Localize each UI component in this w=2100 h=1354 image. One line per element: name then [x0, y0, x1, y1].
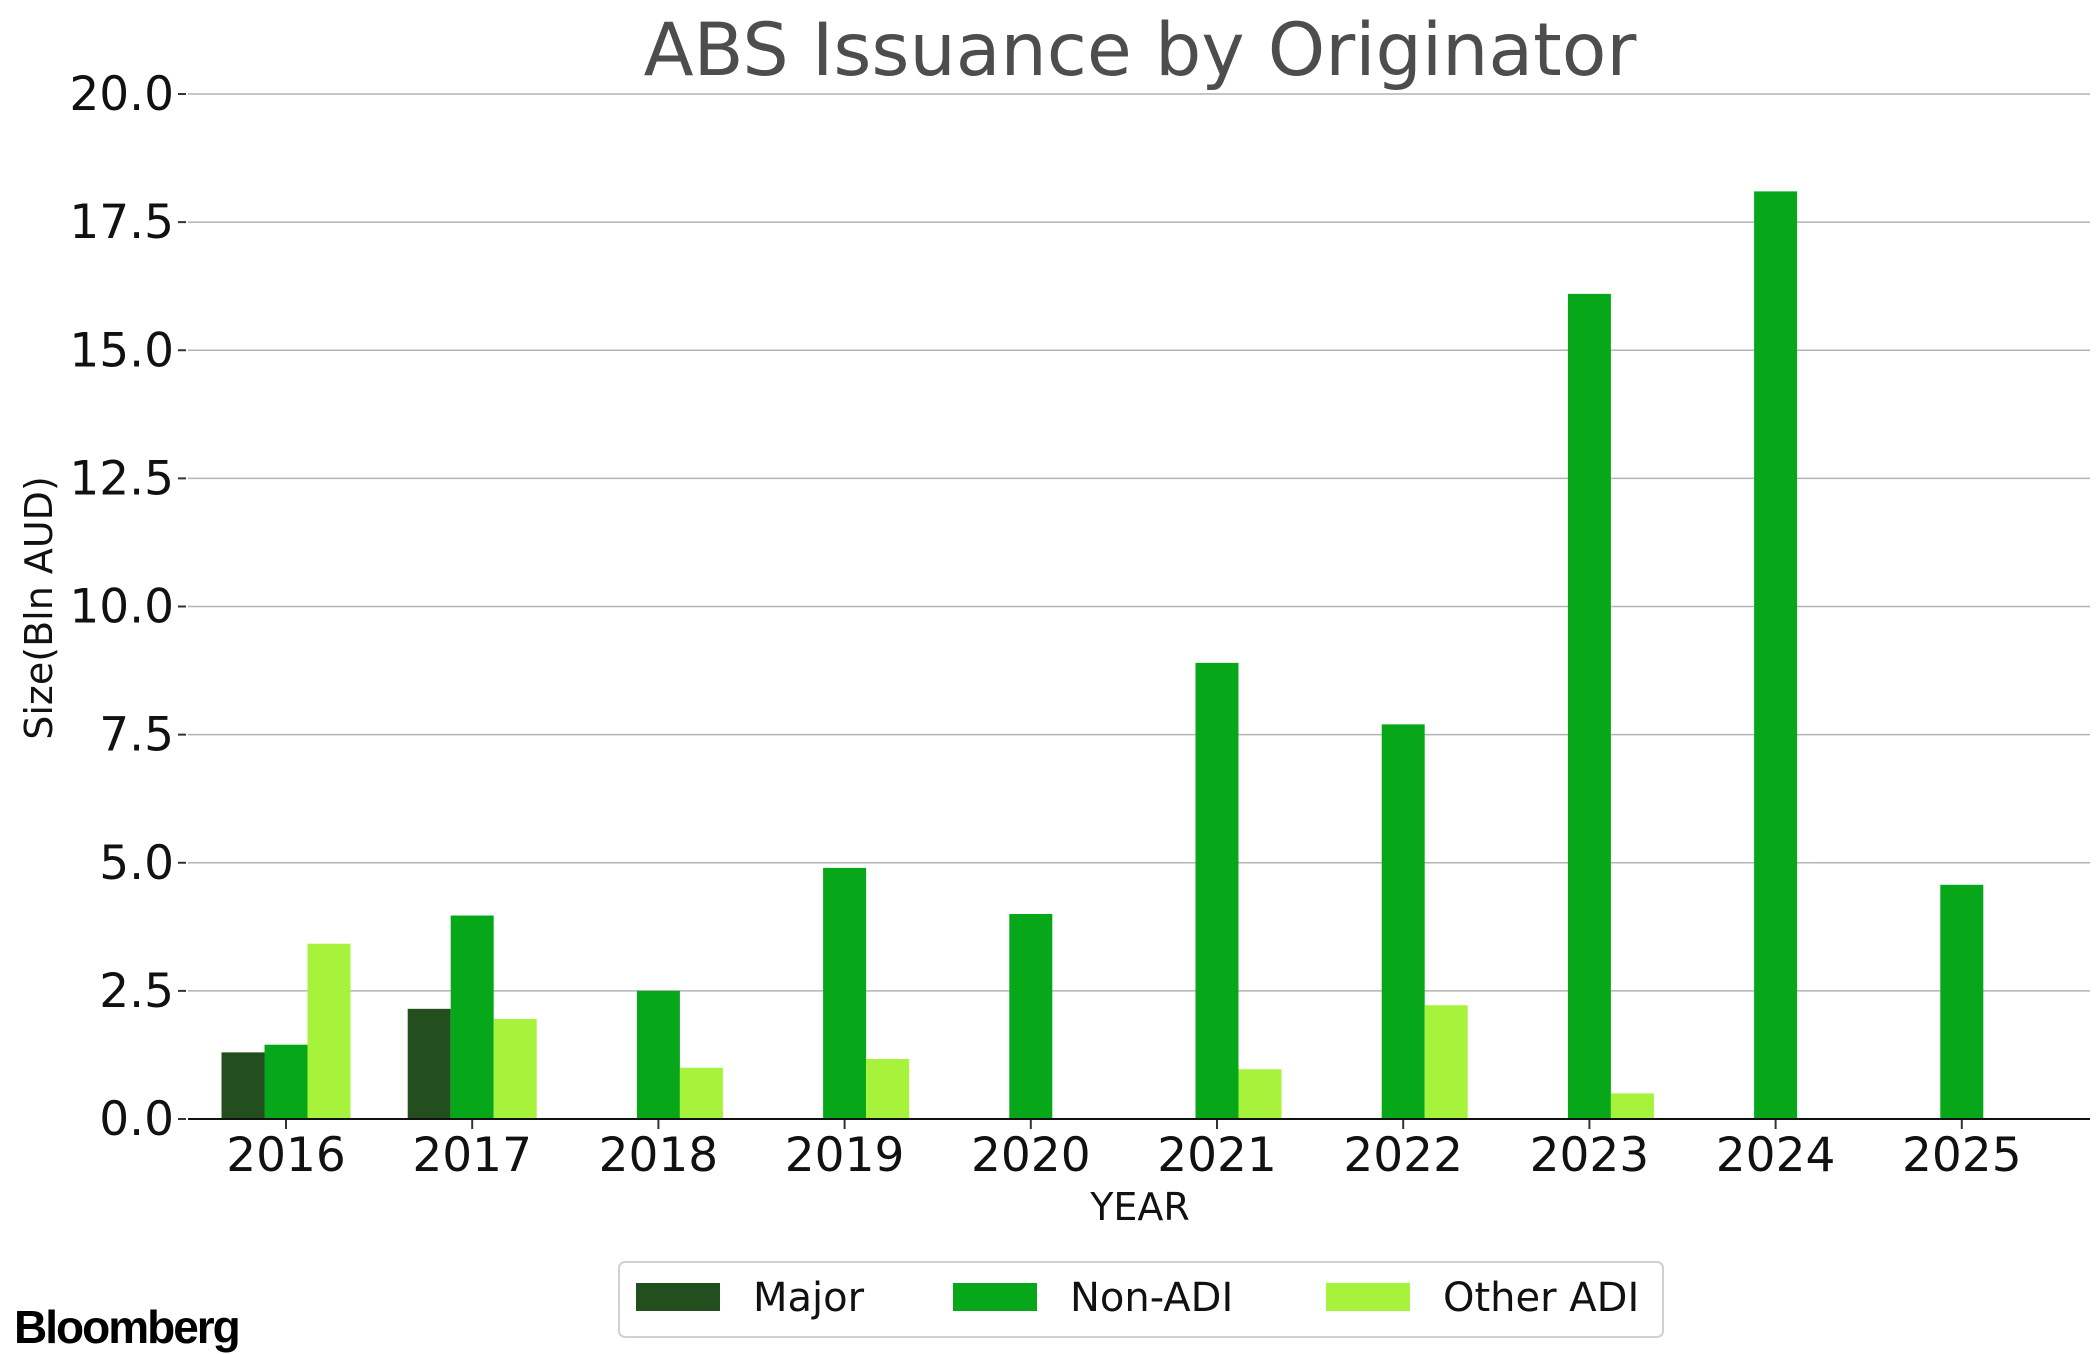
bloomberg-logo: Bloomberg — [14, 1301, 241, 1353]
legend-label: Non-ADI — [1070, 1275, 1233, 1321]
bar-other-adi-2016 — [307, 943, 351, 1119]
y-tick-label: 0.0 — [99, 1092, 174, 1147]
x-tick-label: 2021 — [1157, 1128, 1277, 1183]
x-tick-label: 2022 — [1343, 1128, 1463, 1183]
x-tick-label: 2024 — [1716, 1128, 1836, 1183]
bar-non-adi-2021 — [1195, 662, 1239, 1119]
bar-non-adi-2022 — [1381, 724, 1425, 1119]
legend-swatch — [1326, 1283, 1410, 1311]
bar-other-adi-2021 — [1238, 1069, 1282, 1119]
legend-frame — [618, 1261, 1664, 1338]
bar-non-adi-2018 — [636, 990, 680, 1119]
legend-swatch — [953, 1283, 1037, 1311]
y-tick-label: 20.0 — [69, 67, 174, 122]
x-tick-label: 2020 — [971, 1128, 1091, 1183]
y-axis-label: Size(Bln AUD) — [17, 476, 61, 740]
bar-non-adi-2023 — [1567, 293, 1611, 1119]
bar-non-adi-2020 — [1009, 914, 1053, 1119]
x-tick-label: 2017 — [412, 1128, 532, 1183]
bar-non-adi-2017 — [450, 915, 494, 1119]
bar-other-adi-2019 — [866, 1059, 910, 1119]
x-tick-label: 2023 — [1530, 1128, 1650, 1183]
legend-swatch — [636, 1283, 720, 1311]
gridlines — [188, 93, 2090, 992]
legend-label: Major — [753, 1275, 865, 1321]
x-tick-label: 2019 — [785, 1128, 905, 1183]
bar-non-adi-2024 — [1754, 191, 1798, 1119]
y-tick-label: 12.5 — [69, 451, 174, 506]
x-tick-label: 2018 — [599, 1128, 719, 1183]
x-axis-ticks: 2016 2017 2018 2019 2020 2021 2022 2023 2024 2025 — [226, 1119, 2022, 1183]
x-tick-label: 2025 — [1902, 1128, 2022, 1183]
y-tick-label: 2.5 — [99, 964, 174, 1019]
x-tick-label: 2016 — [226, 1128, 346, 1183]
bar-non-adi-2025 — [1940, 884, 1984, 1119]
y-tick-label: 15.0 — [69, 323, 174, 378]
bar-non-adi-2019 — [823, 867, 867, 1119]
legend-label: Other ADI — [1443, 1275, 1639, 1321]
y-tick-label: 17.5 — [69, 195, 174, 250]
bar-other-adi-2022 — [1424, 1005, 1468, 1119]
y-tick-label: 7.5 — [99, 708, 174, 763]
bar-non-adi-2016 — [264, 1044, 308, 1119]
y-tick-label: 5.0 — [99, 836, 174, 891]
bar-other-adi-2017 — [493, 1019, 537, 1119]
chart-title: ABS Issuance by Originator — [644, 8, 1638, 93]
bar-major-2016 — [221, 1052, 265, 1119]
legend: Major Non-ADI Other ADI — [618, 1261, 1664, 1338]
bars — [221, 191, 1984, 1119]
bar-major-2017 — [407, 1008, 451, 1119]
y-tick-label: 10.0 — [69, 580, 174, 635]
bar-other-adi-2023 — [1610, 1093, 1654, 1119]
x-axis-label: YEAR — [1089, 1185, 1190, 1229]
bar-other-adi-2018 — [679, 1067, 723, 1119]
y-axis-ticks: 0.0 2.5 5.0 7.5 10.0 12.5 15.0 17.5 20.0 — [69, 67, 186, 1147]
